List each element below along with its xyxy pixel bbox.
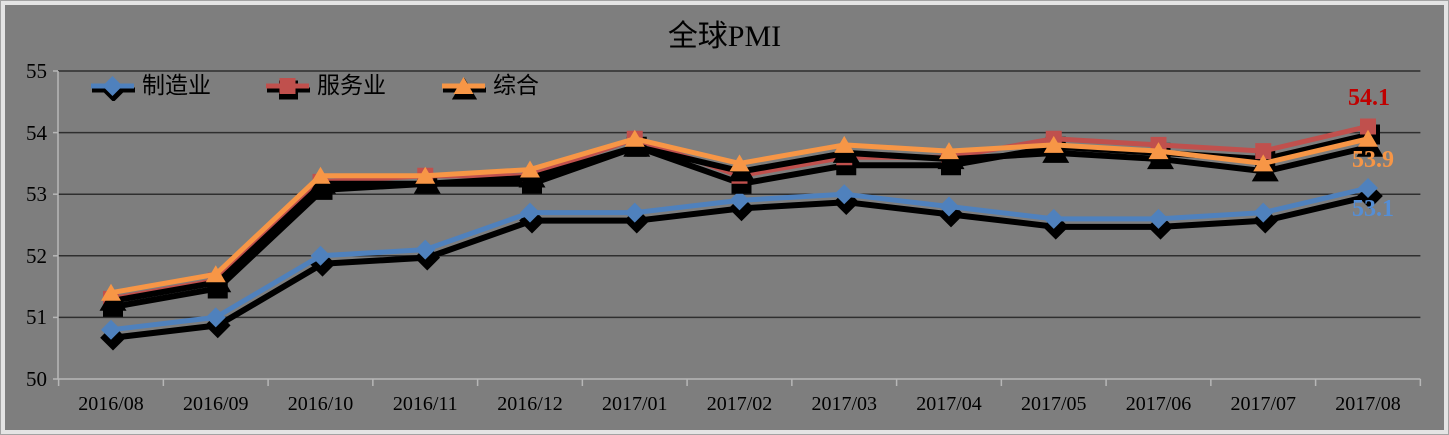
y-tick-label: 55 <box>26 59 47 83</box>
y-tick-label: 52 <box>26 243 47 268</box>
y-tick-label: 51 <box>26 305 47 330</box>
data-label-composite: 53.9 <box>1352 147 1394 173</box>
x-tick-label: 2017/08 <box>1335 393 1401 415</box>
x-tick-label: 2017/02 <box>706 393 773 415</box>
x-tick-label: 2016/08 <box>78 393 144 415</box>
x-tick-label: 2017/03 <box>811 393 878 415</box>
legend-label-composite: 综合 <box>493 73 539 98</box>
x-tick-label: 2017/05 <box>1020 393 1087 415</box>
legend: 制造业 服务业 综合 <box>1 71 1448 101</box>
x-tick-label: 2017/07 <box>1230 393 1297 415</box>
line-triangle-icon <box>442 77 486 100</box>
y-tick-label: 54 <box>26 120 47 145</box>
x-tick-label: 2016/12 <box>497 393 563 415</box>
x-tick-label: 2016/09 <box>182 393 249 415</box>
x-tick-label: 2017/04 <box>916 393 982 415</box>
data-label-manufacturing: 53.1 <box>1352 196 1394 222</box>
x-tick-label: 2016/10 <box>287 393 354 415</box>
legend-label-manufacturing: 制造业 <box>142 73 211 98</box>
x-tick-label: 2017/01 <box>601 393 668 415</box>
legend-item-composite: 综合 <box>440 71 539 101</box>
line-square-icon <box>266 78 310 100</box>
line-diamond-icon <box>91 76 135 101</box>
x-tick-label: 2017/06 <box>1125 393 1192 415</box>
legend-item-services: 服务业 <box>264 71 386 101</box>
data-label-services: 54.1 <box>1348 85 1390 111</box>
legend-label-services: 服务业 <box>317 73 386 98</box>
legend-item-manufacturing: 制造业 <box>89 71 211 101</box>
chart-title: 全球PMI <box>667 20 782 53</box>
x-tick-label: 2016/11 <box>392 393 458 415</box>
y-tick-label: 53 <box>26 182 47 207</box>
y-tick-label: 50 <box>26 367 47 391</box>
